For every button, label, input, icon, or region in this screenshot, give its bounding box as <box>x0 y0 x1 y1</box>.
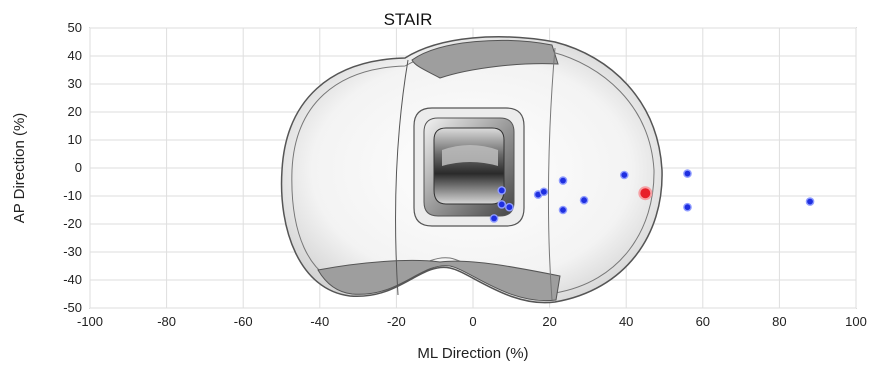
data-point <box>683 169 692 178</box>
highlight-data-point <box>638 186 653 201</box>
data-point <box>489 214 499 223</box>
data-point <box>683 202 692 212</box>
anterior-band <box>411 39 559 79</box>
data-point <box>505 202 514 212</box>
x-tick-label: -20 <box>387 314 406 329</box>
data-point <box>805 197 815 206</box>
x-tick-label: -100 <box>77 314 103 329</box>
y-tick-label: 40 <box>68 48 82 63</box>
y-tick-label: 30 <box>68 76 82 91</box>
tibial-insert-illustration <box>280 36 663 304</box>
chart-title: STAIR <box>384 10 433 29</box>
data-point <box>497 186 507 195</box>
y-tick-label: -50 <box>63 300 82 315</box>
data-point <box>619 170 629 180</box>
y-tick-label: -30 <box>63 244 82 259</box>
data-point <box>558 205 568 215</box>
x-tick-label: 80 <box>772 314 786 329</box>
y-tick-label: 20 <box>68 104 82 119</box>
x-tick-label: -60 <box>234 314 253 329</box>
x-tick-labels: -100 -80 -60 -40 -20 0 20 40 60 80 100 <box>77 314 867 329</box>
central-post-highlight <box>442 145 498 166</box>
y-tick-label: 50 <box>68 20 82 35</box>
y-tick-label: -20 <box>63 216 82 231</box>
left-compartment-line <box>395 59 409 296</box>
data-point <box>497 200 507 209</box>
x-tick-label: -40 <box>310 314 329 329</box>
right-compartment-line <box>547 47 556 301</box>
x-tick-label: 20 <box>542 314 556 329</box>
y-tick-label: -40 <box>63 272 82 287</box>
data-point <box>539 187 549 197</box>
y-tick-labels: 50 40 30 20 10 0 -10 -20 -30 -40 -50 <box>63 20 82 315</box>
data-point <box>579 195 589 205</box>
x-axis-title: ML Direction (%) <box>417 345 528 362</box>
y-tick-label: 10 <box>68 132 82 147</box>
y-tick-label: -10 <box>63 188 82 203</box>
data-points <box>489 169 815 223</box>
x-tick-label: 100 <box>845 314 867 329</box>
central-post-inner <box>433 127 505 205</box>
x-tick-label: 40 <box>619 314 633 329</box>
x-tick-label: -80 <box>157 314 176 329</box>
data-point <box>558 176 568 185</box>
y-tick-label: 0 <box>75 160 82 175</box>
posterior-band <box>317 259 561 302</box>
y-axis-title: AP Direction (%) <box>11 113 28 224</box>
x-tick-label: 60 <box>696 314 710 329</box>
x-tick-label: 0 <box>469 314 476 329</box>
